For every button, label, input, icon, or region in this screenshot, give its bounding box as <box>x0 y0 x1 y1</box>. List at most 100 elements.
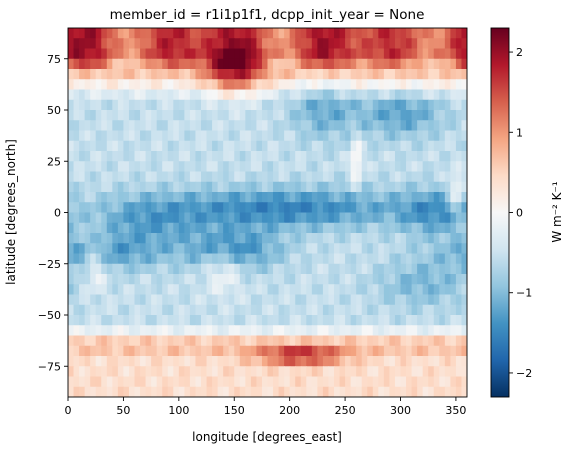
heatmap-cell <box>134 335 141 347</box>
heatmap-cell <box>378 356 385 367</box>
heatmap-cell <box>383 315 391 326</box>
heatmap-cell <box>128 304 136 316</box>
heatmap-cell <box>201 161 208 173</box>
heatmap-cell <box>145 315 152 326</box>
heatmap-cell <box>361 120 368 132</box>
heatmap-cell <box>278 69 285 80</box>
heatmap-cell <box>289 48 296 60</box>
heatmap-cell <box>394 38 402 50</box>
heatmap-cell <box>372 284 379 296</box>
heatmap-cell <box>345 304 352 316</box>
heatmap-cell <box>128 263 136 275</box>
heatmap-cell <box>162 335 169 347</box>
heatmap-cell <box>156 376 163 388</box>
heatmap-cell <box>439 58 446 70</box>
heatmap-cell <box>156 38 163 50</box>
heatmap-cell <box>201 69 208 80</box>
heatmap-cell <box>378 48 385 60</box>
heatmap-cell <box>212 315 219 326</box>
heatmap-cell <box>189 151 197 162</box>
heatmap-cell <box>173 69 180 80</box>
heatmap-cell <box>400 222 407 234</box>
heatmap-cell <box>389 304 396 316</box>
heatmap-cell <box>450 48 457 60</box>
heatmap-cell <box>378 294 385 306</box>
heatmap-cell <box>68 120 75 132</box>
y-tick-label: 75 <box>47 53 61 66</box>
heatmap-cell <box>145 345 152 357</box>
heatmap-cell <box>328 335 335 347</box>
heatmap-cell <box>450 69 457 80</box>
heatmap-cell <box>273 233 280 244</box>
heatmap-cell <box>117 233 125 244</box>
heatmap-cell <box>278 28 285 39</box>
heatmap-cell <box>350 192 357 203</box>
heatmap-cell <box>450 253 457 265</box>
heatmap-cell <box>261 89 269 101</box>
heatmap-cell <box>439 130 446 142</box>
heatmap-cell <box>339 192 346 203</box>
heatmap-cell <box>417 89 424 101</box>
heatmap-cell <box>123 79 130 91</box>
heatmap-cell <box>267 356 274 367</box>
heatmap-cell <box>300 130 307 142</box>
heatmap-cell <box>311 335 318 347</box>
heatmap-cell <box>167 38 174 50</box>
heatmap-cell <box>156 161 163 173</box>
heatmap-cell <box>345 366 352 378</box>
heatmap-cell <box>328 99 335 111</box>
heatmap-cell <box>134 366 141 378</box>
heatmap-cell <box>372 151 379 162</box>
heatmap-cell <box>311 161 318 173</box>
heatmap-cell <box>328 38 335 50</box>
heatmap-cell <box>317 192 324 203</box>
heatmap-cell <box>151 69 158 80</box>
heatmap-cell <box>234 69 241 80</box>
heatmap-cell <box>250 315 258 326</box>
heatmap-cell <box>134 79 141 91</box>
heatmap-cell <box>444 171 451 183</box>
heatmap-cell <box>334 28 341 39</box>
heatmap-cell <box>212 274 219 285</box>
heatmap-cell <box>300 376 307 388</box>
heatmap-cell <box>112 356 119 367</box>
heatmap-cell <box>422 99 429 111</box>
heatmap-cell <box>90 28 97 39</box>
heatmap-cell <box>361 366 368 378</box>
heatmap-cell <box>284 304 291 316</box>
heatmap-cell <box>245 202 252 214</box>
heatmap-cell <box>256 140 263 152</box>
heatmap-cell <box>217 366 224 378</box>
heatmap-cell <box>256 192 263 203</box>
heatmap-cell <box>361 192 368 203</box>
heatmap-cell <box>439 304 446 316</box>
heatmap-cell <box>68 58 75 70</box>
heatmap-cell <box>267 315 274 326</box>
heatmap-cell <box>367 335 374 347</box>
heatmap-cell <box>117 366 125 378</box>
heatmap-cell <box>167 171 174 183</box>
heatmap-cell <box>178 79 185 91</box>
heatmap-cell <box>400 202 407 214</box>
heatmap-cell <box>273 99 280 111</box>
heatmap-cell <box>311 140 318 152</box>
heatmap-cell <box>372 274 379 285</box>
heatmap-cell <box>295 110 302 121</box>
heatmap-cell <box>223 181 230 193</box>
heatmap-cell <box>184 345 191 357</box>
heatmap-cell <box>306 38 313 50</box>
heatmap-cell <box>455 253 463 265</box>
heatmap-cell <box>261 284 269 296</box>
heatmap-cell <box>128 99 136 111</box>
heatmap-cell <box>317 171 324 183</box>
heatmap-cell <box>217 140 224 152</box>
heatmap-cell <box>101 192 108 203</box>
heatmap-cell <box>306 284 313 296</box>
heatmap-cell <box>234 89 241 101</box>
heatmap-cell <box>317 315 324 326</box>
heatmap-cell <box>300 120 307 132</box>
heatmap-cell <box>256 161 263 173</box>
heatmap-cell <box>306 120 313 132</box>
heatmap-cell <box>295 366 302 378</box>
